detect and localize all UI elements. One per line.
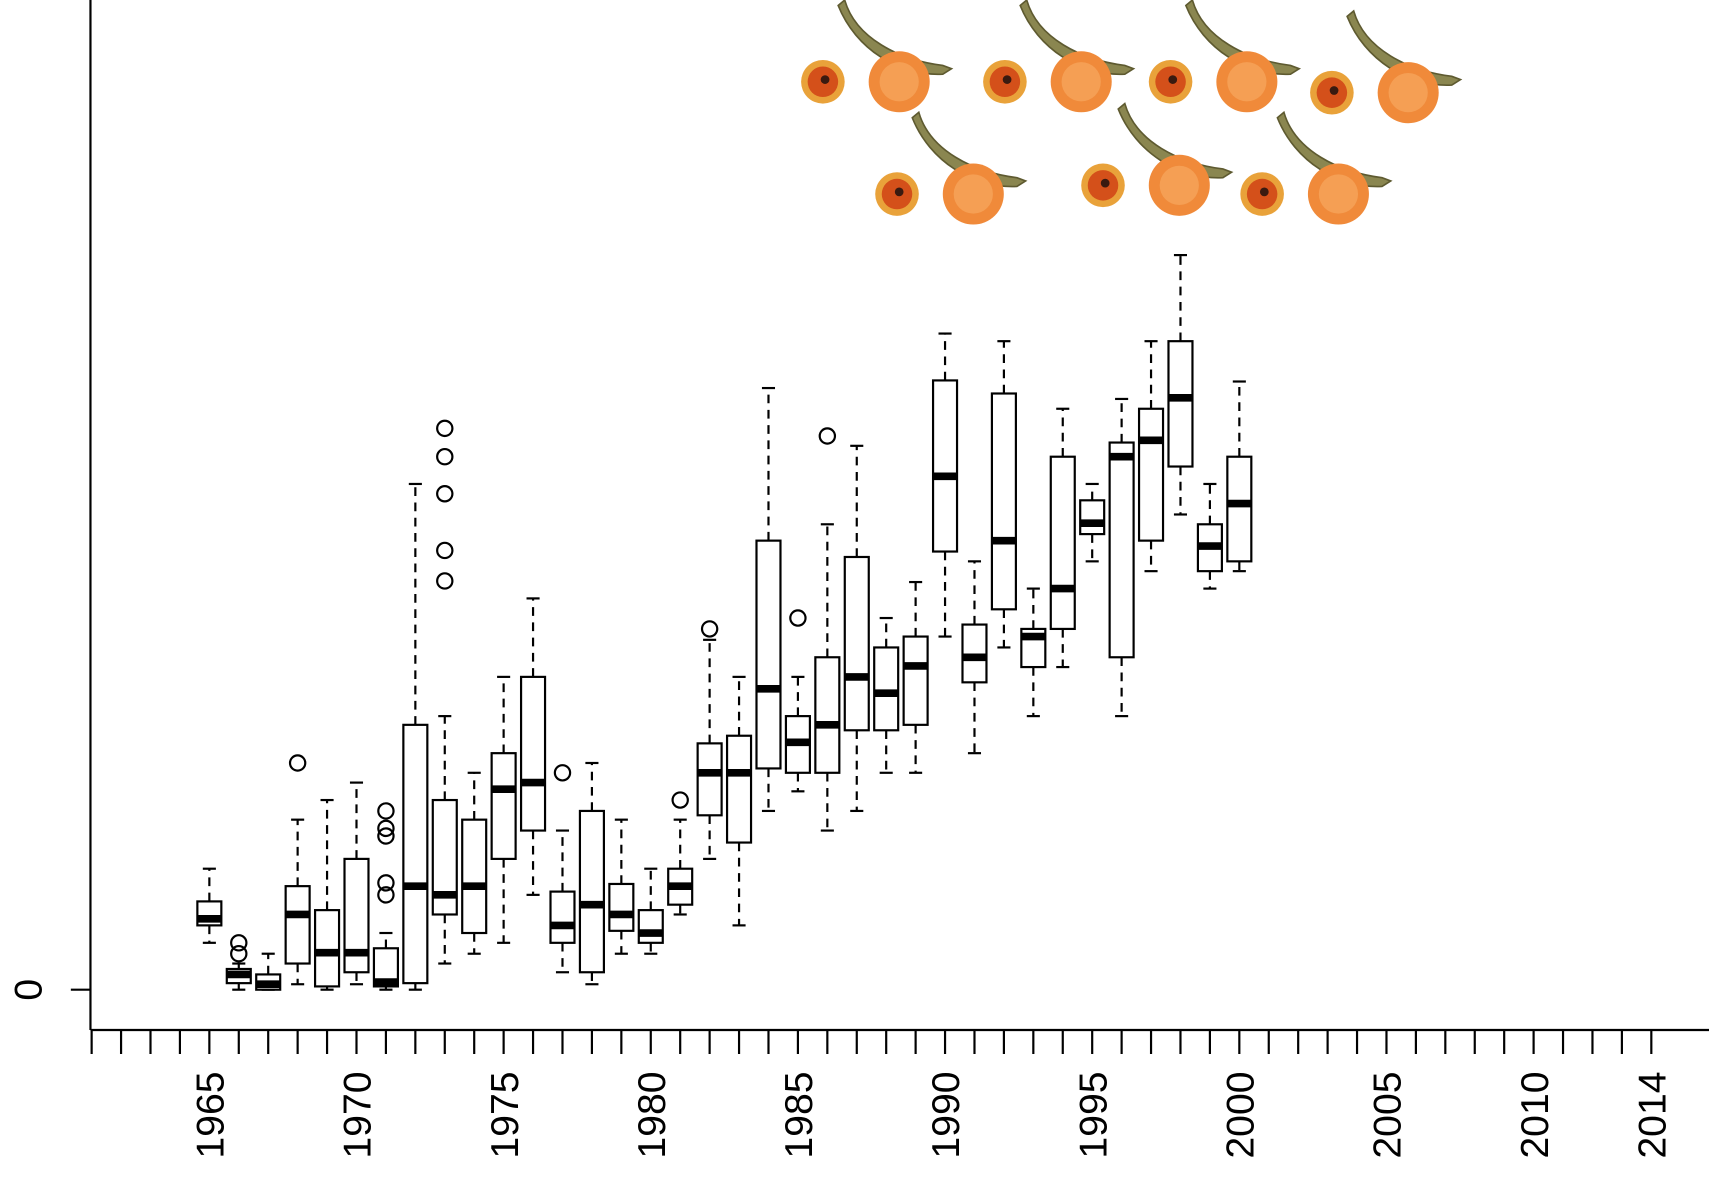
outlier [230, 934, 248, 952]
x-tick-label: 1965 [189, 1071, 233, 1158]
box [902, 635, 929, 726]
outlier [377, 819, 395, 838]
box [1137, 407, 1165, 542]
outlier [377, 886, 395, 904]
box [372, 947, 399, 988]
x-tick-label: 2014 [1630, 1071, 1674, 1158]
outlier [436, 485, 454, 503]
box [1108, 441, 1135, 659]
box [1167, 340, 1194, 468]
outlier [377, 802, 395, 820]
x-tick-label: 1970 [336, 1071, 380, 1158]
x-tick-label: 2000 [1218, 1071, 1262, 1158]
box [549, 890, 576, 944]
box [843, 555, 870, 732]
box [284, 885, 311, 965]
box [725, 734, 753, 844]
x-tick-label: 2010 [1513, 1071, 1557, 1158]
x-tick-label: 1975 [483, 1071, 527, 1158]
box [519, 675, 547, 832]
box [1079, 499, 1106, 536]
outlier [377, 874, 395, 892]
box [696, 742, 723, 817]
x-tick-label: 1985 [777, 1071, 821, 1158]
outlier [553, 764, 572, 782]
outlier [436, 572, 454, 590]
outlier [671, 791, 689, 809]
box [431, 798, 458, 916]
larva-icons [800, 0, 1462, 226]
outlier [377, 827, 395, 845]
box [755, 539, 782, 770]
box [1226, 455, 1253, 563]
box [402, 723, 429, 985]
outlier [818, 427, 837, 445]
outlier [288, 754, 307, 772]
outlier [436, 541, 454, 560]
x-tick-label: 1990 [924, 1071, 968, 1158]
x-tick-label: 2005 [1366, 1071, 1410, 1158]
box [931, 379, 959, 553]
box [873, 646, 900, 732]
x-tick-label: 1980 [630, 1071, 674, 1158]
box [608, 882, 635, 932]
outlier [700, 620, 719, 638]
box [637, 909, 664, 944]
y-tick-label: 0 [6, 979, 50, 1001]
box [343, 857, 370, 974]
box [578, 809, 605, 974]
outlier [436, 447, 454, 466]
outlier [789, 609, 807, 627]
outlier [230, 945, 248, 963]
box [490, 752, 517, 860]
x-tick-label: 1995 [1071, 1071, 1115, 1158]
outlier [436, 419, 454, 438]
box [990, 392, 1017, 611]
box [313, 909, 341, 988]
box [814, 656, 841, 774]
box [1049, 455, 1076, 631]
box [461, 818, 488, 935]
